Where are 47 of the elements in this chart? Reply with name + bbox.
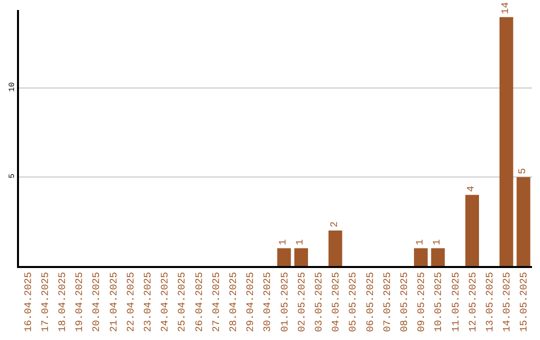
x-tick-label: 22.04.2025 [126,272,138,332]
data-label: 1 [415,239,426,246]
x-tick-label: 02.05.2025 [297,272,308,332]
data-label: 1 [278,239,290,246]
x-tick-label: 25.04.2025 [178,272,189,332]
x-tick-label: 24.04.2025 [160,272,172,332]
x-tick-label: 12.05.2025 [468,272,480,332]
data-label: 4 [466,186,478,192]
x-tick-label: 27.04.2025 [212,272,223,332]
x-tick-label: 08.05.2025 [400,272,411,332]
bar [465,194,479,266]
data-label: 14 [500,2,512,14]
x-tick-label: 23.04.2025 [144,272,154,332]
x-tick-label: 05.05.2025 [348,272,360,332]
x-tick-label: 18.04.2025 [58,272,69,332]
x-tick-label: 01.05.2025 [280,272,292,332]
bar [277,248,291,266]
bar [431,248,445,266]
x-tick-label: 06.05.2025 [366,272,377,332]
x-tick-label: 03.05.2025 [314,272,326,332]
x-tick-label: 29.04.2025 [246,272,258,332]
x-tick-label: 17.04.2025 [40,272,52,332]
bar [294,248,308,266]
bar [516,177,530,266]
data-label: 2 [330,221,341,228]
x-tick-label: 07.05.2025 [382,272,394,332]
x-tick-label: 09.05.2025 [417,272,428,332]
data-label: 1 [296,239,307,246]
bar [500,17,514,266]
x-tick-label: 15.05.2025 [520,272,531,332]
x-tick-label: 11.05.2025 [451,272,462,332]
x-tick-label: 04.05.2025 [332,272,343,332]
x-tick-label: 10.05.2025 [434,272,446,332]
x-tick-label: 26.04.2025 [194,272,206,332]
x-tick-label: 13.05.2025 [486,272,496,332]
data-label: 5 [518,168,529,174]
x-tick-label: 16.04.2025 [24,272,35,332]
bar [414,248,428,266]
x-tick-label: 14.05.2025 [502,272,514,332]
x-tick-label: 21.04.2025 [109,272,120,332]
x-tick-label: 28.04.2025 [229,272,240,332]
x-tick-label: 19.04.2025 [75,272,86,332]
x-tick-label: 30.04.2025 [263,272,274,332]
x-tick-label: 20.04.2025 [92,272,104,332]
bar [328,230,342,266]
data-label: 1 [432,239,444,246]
y-tick-label: 10 [8,82,17,92]
